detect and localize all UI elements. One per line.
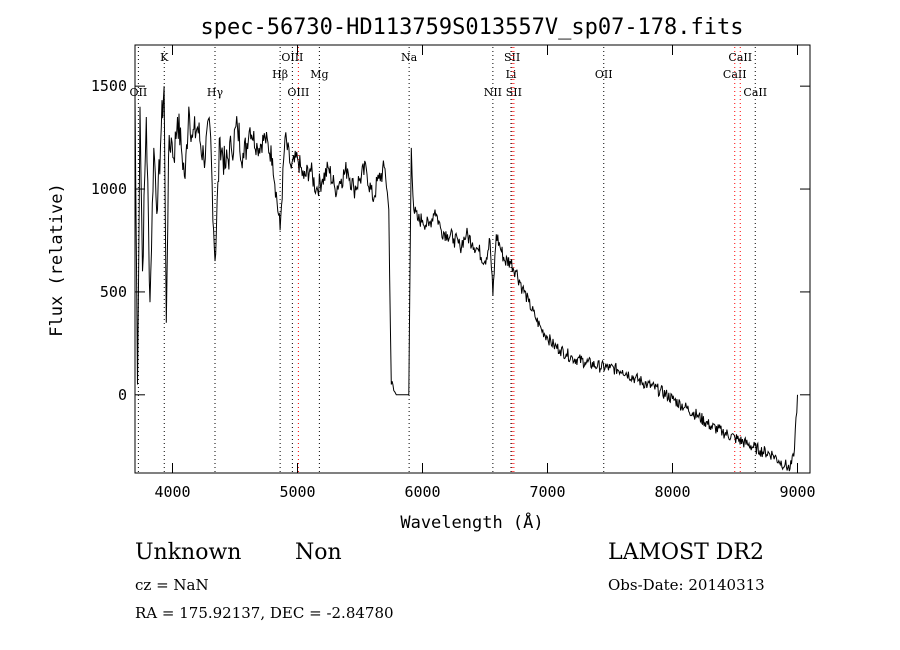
survey-label: LAMOST DR2 [608,540,764,565]
class-label: Unknown [135,540,242,565]
marker-label-12: OII [595,68,613,81]
x-tick-label-1: 5000 [279,483,315,501]
x-tick-label-4: 8000 [654,483,690,501]
coordinates-label: RA = 175.92137, DEC = -2.84780 [135,604,394,622]
y-tick-label-1: 500 [100,283,127,301]
marker-label-8: SII [504,51,520,64]
x-tick-label-3: 7000 [529,483,565,501]
x-tick-label-2: 6000 [404,483,440,501]
marker-label-0: K [160,51,169,64]
marker-label-11: SII [506,86,522,99]
marker-label-14: CaII [723,68,747,81]
x-tick-label-5: 9000 [779,483,815,501]
subclass-label: Non [295,540,342,565]
redshift-label: cz = NaN [135,576,209,594]
y-tick-label-2: 1000 [91,180,127,198]
marker-label-7: Na [401,51,418,64]
y-tick-label-0: 0 [118,386,127,404]
axis-ticks: 4000 5000 6000 7000 8000 9000 0 500 1000 1500 [91,45,816,501]
marker-label-13: CaII [728,51,752,64]
x-axis-label: Wavelength (Å) [400,511,543,533]
marker-label-2: Hγ [207,86,224,99]
obs-date-label: Obs-Date: 20140313 [608,576,765,594]
y-axis-label: Flux (relative) [47,183,67,337]
y-tick-label-3: 1500 [91,77,127,95]
chart-title: spec-56730-HD113759S013557V_sp07-178.fit… [200,15,743,40]
marker-label-1: OII [130,86,148,99]
marker-label-4: Hβ [272,68,288,81]
marker-label-5: OIII [287,86,309,99]
marker-label-9: Li [506,68,517,81]
spectrum-line [134,86,798,472]
marker-label-6: Mg [310,68,328,81]
x-tick-label-0: 4000 [154,483,190,501]
marker-label-15: CaII [743,86,767,99]
plot-frame [134,44,811,474]
marker-label-3: OIII [281,51,303,64]
marker-label-10: NII [484,86,502,99]
